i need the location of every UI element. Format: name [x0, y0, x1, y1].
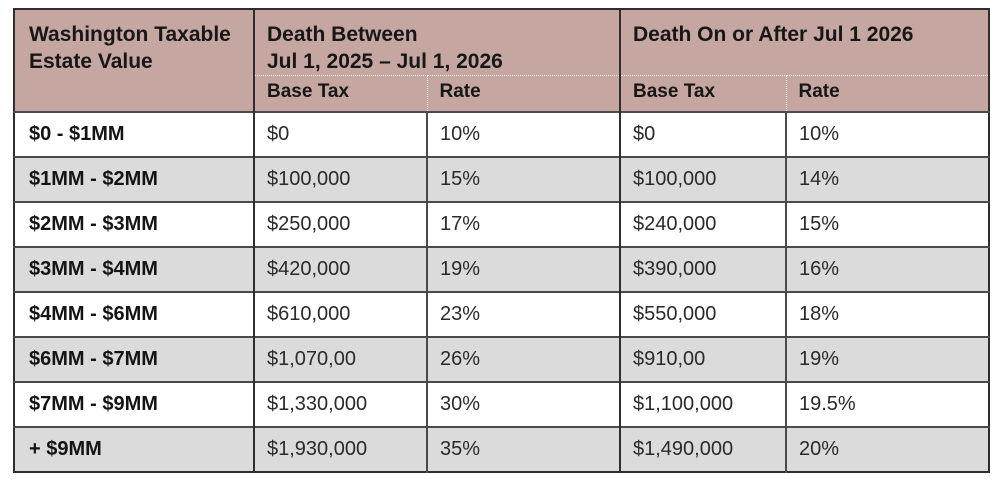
- base-tax-cell-period-1: $420,000: [254, 246, 428, 292]
- table-row: $0 - $1MM $0 10% $0 10%: [14, 111, 990, 157]
- base-tax-cell-period-2: $100,000: [620, 156, 787, 202]
- estate-range-cell: $6MM - $7MM: [14, 336, 255, 382]
- rate-cell-period-2: 18%: [799, 302, 840, 325]
- base-tax-cell-period-2: $240,000: [620, 201, 787, 247]
- estate-range-cell: $2MM - $3MM: [14, 201, 255, 247]
- estate-range-cell: $0 - $1MM: [14, 111, 255, 157]
- table-body: $0 - $1MM $0 10% $0 10% $1MM - $2MM $100…: [14, 111, 990, 472]
- rate-cell-period-1: 17%: [427, 201, 621, 247]
- subheader-base-tax-period-2: Base Tax: [620, 75, 787, 112]
- header-estate-value-column: Washington Taxable Estate Value: [14, 9, 255, 112]
- rate-cell-period-1: 35%: [427, 426, 621, 472]
- subheader-base-tax-period-1: Base Tax: [254, 75, 428, 112]
- rate-cell-period-1: 23%: [427, 291, 621, 337]
- subheader-rate-period-2: Rate: [786, 75, 990, 112]
- header-period-1-line1: Death Between: [267, 23, 418, 46]
- base-tax-cell-period-1: $610,000: [254, 291, 428, 337]
- rate-cell-period-1: 30%: [427, 381, 621, 427]
- base-tax-cell-period-2: $0: [620, 111, 787, 157]
- header-period-2-group: Death On or After Jul 1 2026: [620, 9, 990, 76]
- base-tax-cell-period-1: $0: [254, 111, 428, 157]
- table-row: $3MM - $4MM $420,000 19% $390,000 16%: [14, 246, 990, 292]
- rate-cell-period-2: 16%: [799, 257, 840, 280]
- table-header: Washington Taxable Estate Value Death Be…: [14, 9, 990, 112]
- header-period-1-group: Death Between Jul 1, 2025 – Jul 1, 2026: [254, 9, 621, 76]
- table-row: $6MM - $7MM $1,070,00 26% $910,00 19%: [14, 336, 990, 382]
- subheader-row: Base Tax Rate Base Tax Rate: [14, 75, 990, 112]
- rate-cell-period-2: 20%: [799, 437, 840, 460]
- rate-cell-period-1: 19%: [427, 246, 621, 292]
- base-tax-cell-period-1: $250,000: [254, 201, 428, 247]
- base-tax-cell-period-1: $1,070,00: [254, 336, 428, 382]
- subheader-rate-period-1: Rate: [427, 75, 621, 112]
- rate-cell-period-2: 19.5%: [799, 392, 856, 415]
- table-row: + $9MM $1,930,000 35% $1,490,000 20%: [14, 426, 990, 472]
- estate-range-cell: + $9MM: [14, 426, 255, 472]
- estate-range-cell: $1MM - $2MM: [14, 156, 255, 202]
- estate-tax-table: Washington Taxable Estate Value Death Be…: [13, 8, 991, 473]
- base-tax-cell-period-1: $100,000: [254, 156, 428, 202]
- base-tax-cell-period-2: $1,490,000: [620, 426, 787, 472]
- header-period-1-line2: Jul 1, 2025 – Jul 1, 2026: [267, 50, 503, 73]
- table-row: $2MM - $3MM $250,000 17% $240,000 15%: [14, 201, 990, 247]
- table-row: $1MM - $2MM $100,000 15% $100,000 14%: [14, 156, 990, 202]
- base-tax-cell-period-1: $1,930,000: [254, 426, 428, 472]
- rate-cell-period-1: 26%: [427, 336, 621, 382]
- rate-cell-period-1: 10%: [427, 111, 621, 157]
- rate-cell-period-2: 19%: [799, 347, 840, 370]
- base-tax-cell-period-2: $550,000: [620, 291, 787, 337]
- rate-cell-period-2: 14%: [799, 167, 840, 190]
- table-row: $7MM - $9MM $1,330,000 30% $1,100,000 19…: [14, 381, 990, 427]
- rate-cell-period-2: 10%: [799, 122, 840, 145]
- base-tax-cell-period-2: $390,000: [620, 246, 787, 292]
- base-tax-cell-period-1: $1,330,000: [254, 381, 428, 427]
- estate-range-cell: $3MM - $4MM: [14, 246, 255, 292]
- base-tax-cell-period-2: $1,100,000: [620, 381, 787, 427]
- rate-cell-period-1: 15%: [427, 156, 621, 202]
- estate-range-cell: $4MM - $6MM: [14, 291, 255, 337]
- estate-range-cell: $7MM - $9MM: [14, 381, 255, 427]
- base-tax-cell-period-2: $910,00: [620, 336, 787, 382]
- rate-cell-period-2: 15%: [799, 212, 840, 235]
- header-group-row: Washington Taxable Estate Value Death Be…: [14, 9, 990, 112]
- table-row: $4MM - $6MM $610,000 23% $550,000 18%: [14, 291, 990, 337]
